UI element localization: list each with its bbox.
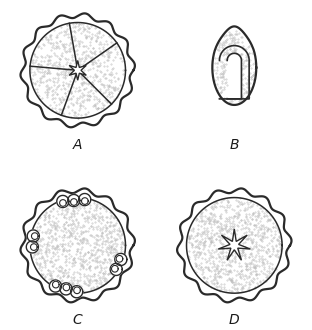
Polygon shape <box>79 193 91 206</box>
Polygon shape <box>21 188 135 302</box>
Polygon shape <box>74 287 80 294</box>
Polygon shape <box>111 265 118 272</box>
Polygon shape <box>219 46 249 99</box>
Polygon shape <box>218 229 250 260</box>
Polygon shape <box>177 188 291 302</box>
Polygon shape <box>115 253 127 266</box>
Polygon shape <box>68 194 80 207</box>
Polygon shape <box>27 230 39 242</box>
Polygon shape <box>21 14 135 127</box>
Text: B: B <box>230 138 239 151</box>
Polygon shape <box>26 241 38 253</box>
Text: A: A <box>73 138 82 151</box>
Polygon shape <box>63 284 70 291</box>
Polygon shape <box>52 281 59 288</box>
Polygon shape <box>32 233 38 240</box>
Polygon shape <box>81 198 88 204</box>
Polygon shape <box>60 283 72 295</box>
Polygon shape <box>49 280 61 292</box>
Polygon shape <box>71 286 83 298</box>
Polygon shape <box>116 255 123 262</box>
Polygon shape <box>110 263 122 276</box>
Polygon shape <box>69 60 86 80</box>
Text: C: C <box>73 313 83 327</box>
Polygon shape <box>31 244 37 250</box>
Text: D: D <box>229 313 240 327</box>
Polygon shape <box>71 199 77 205</box>
Polygon shape <box>57 195 69 208</box>
Polygon shape <box>60 200 66 206</box>
Polygon shape <box>212 26 256 105</box>
